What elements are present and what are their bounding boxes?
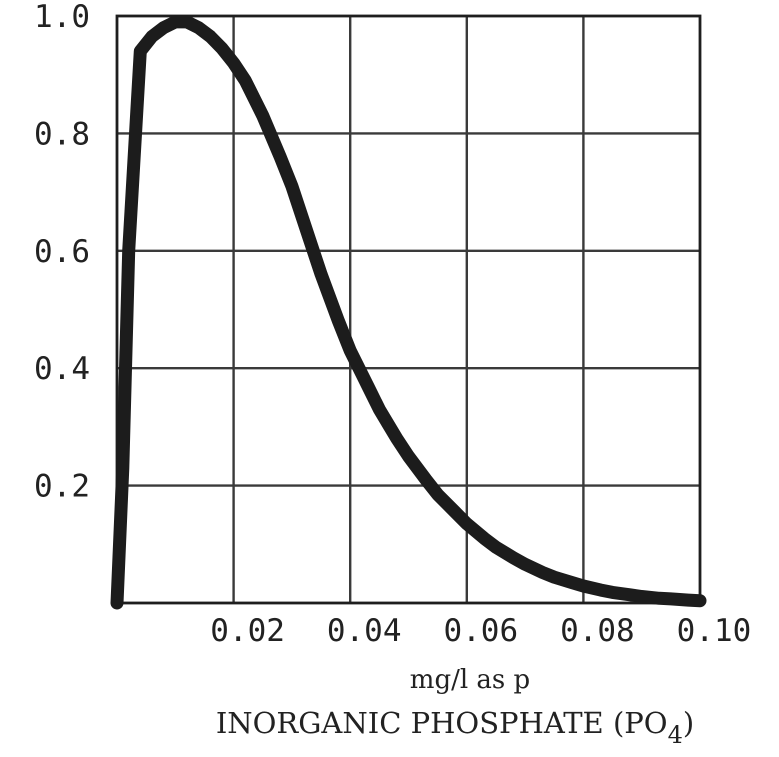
plot-border bbox=[115, 14, 702, 605]
x-tick-label-4: 0.10 bbox=[677, 613, 752, 649]
x-axis-title-close: ) bbox=[683, 706, 694, 740]
y-tick-label-0: 0.2 bbox=[34, 469, 90, 505]
x-axis-title-main: INORGANIC PHOSPHATE (PO bbox=[216, 706, 668, 740]
x-axis-units-label: mg/l as p bbox=[410, 665, 530, 695]
y-tick-label-1: 0.4 bbox=[34, 351, 90, 387]
y-tick-label-4: 1.0 bbox=[34, 0, 90, 35]
y-tick-label-3: 0.8 bbox=[34, 116, 90, 152]
grid-lines bbox=[117, 16, 700, 603]
x-tick-label-1: 0.04 bbox=[327, 613, 402, 649]
plot-frame bbox=[115, 14, 702, 605]
x-tick-label-0: 0.02 bbox=[210, 613, 285, 649]
x-tick-label-3: 0.08 bbox=[560, 613, 635, 649]
x-axis-title-subscript: 4 bbox=[668, 721, 683, 749]
x-axis-title: INORGANIC PHOSPHATE (PO4) bbox=[216, 706, 694, 749]
response-curve bbox=[110, 15, 707, 610]
y-tick-label-2: 0.6 bbox=[34, 234, 90, 270]
x-tick-label-2: 0.06 bbox=[443, 613, 518, 649]
x-axis-tick-labels: 0.02 0.04 0.06 0.08 0.10 bbox=[210, 613, 751, 649]
y-axis-tick-labels: 0.2 0.4 0.6 0.8 1.0 bbox=[34, 0, 90, 505]
